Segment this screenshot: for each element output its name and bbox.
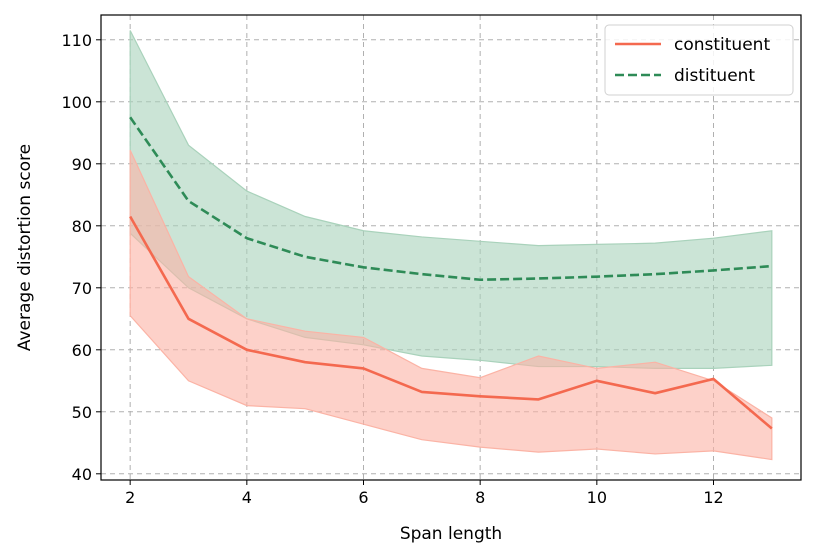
y-axis-label: Average distortion score bbox=[15, 144, 35, 351]
y-tick-label: 80 bbox=[72, 217, 92, 236]
axis-ticks: 2 4 6 8 10 12 40 50 60 70 80 90 100 110 bbox=[61, 31, 723, 507]
x-axis-label: Span length bbox=[400, 524, 502, 544]
y-tick-label: 110 bbox=[61, 31, 92, 50]
legend-label-distituent: distituent bbox=[674, 66, 755, 86]
x-tick-label: 8 bbox=[475, 488, 485, 507]
legend: constituent distituent bbox=[604, 24, 794, 96]
confidence-bands bbox=[129, 30, 773, 461]
y-tick-label: 60 bbox=[72, 341, 92, 360]
y-tick-label: 100 bbox=[61, 93, 92, 112]
y-tick-label: 70 bbox=[72, 279, 92, 298]
line-constituent bbox=[129, 215, 773, 430]
line-distituent bbox=[129, 116, 772, 282]
legend-label-constituent: constituent bbox=[674, 35, 770, 55]
legend-box bbox=[604, 24, 794, 96]
x-tick-label: 2 bbox=[125, 488, 135, 507]
y-tick-label: 90 bbox=[72, 155, 92, 174]
plot-frame bbox=[100, 14, 802, 481]
x-tick-label: 4 bbox=[242, 488, 252, 507]
series-lines bbox=[129, 116, 773, 430]
x-tick-label: 6 bbox=[358, 488, 368, 507]
x-tick-label: 10 bbox=[587, 488, 607, 507]
x-tick-label: 12 bbox=[703, 488, 723, 507]
band-constituent bbox=[129, 149, 773, 461]
y-tick-label: 40 bbox=[72, 465, 92, 484]
y-tick-label: 50 bbox=[72, 403, 92, 422]
